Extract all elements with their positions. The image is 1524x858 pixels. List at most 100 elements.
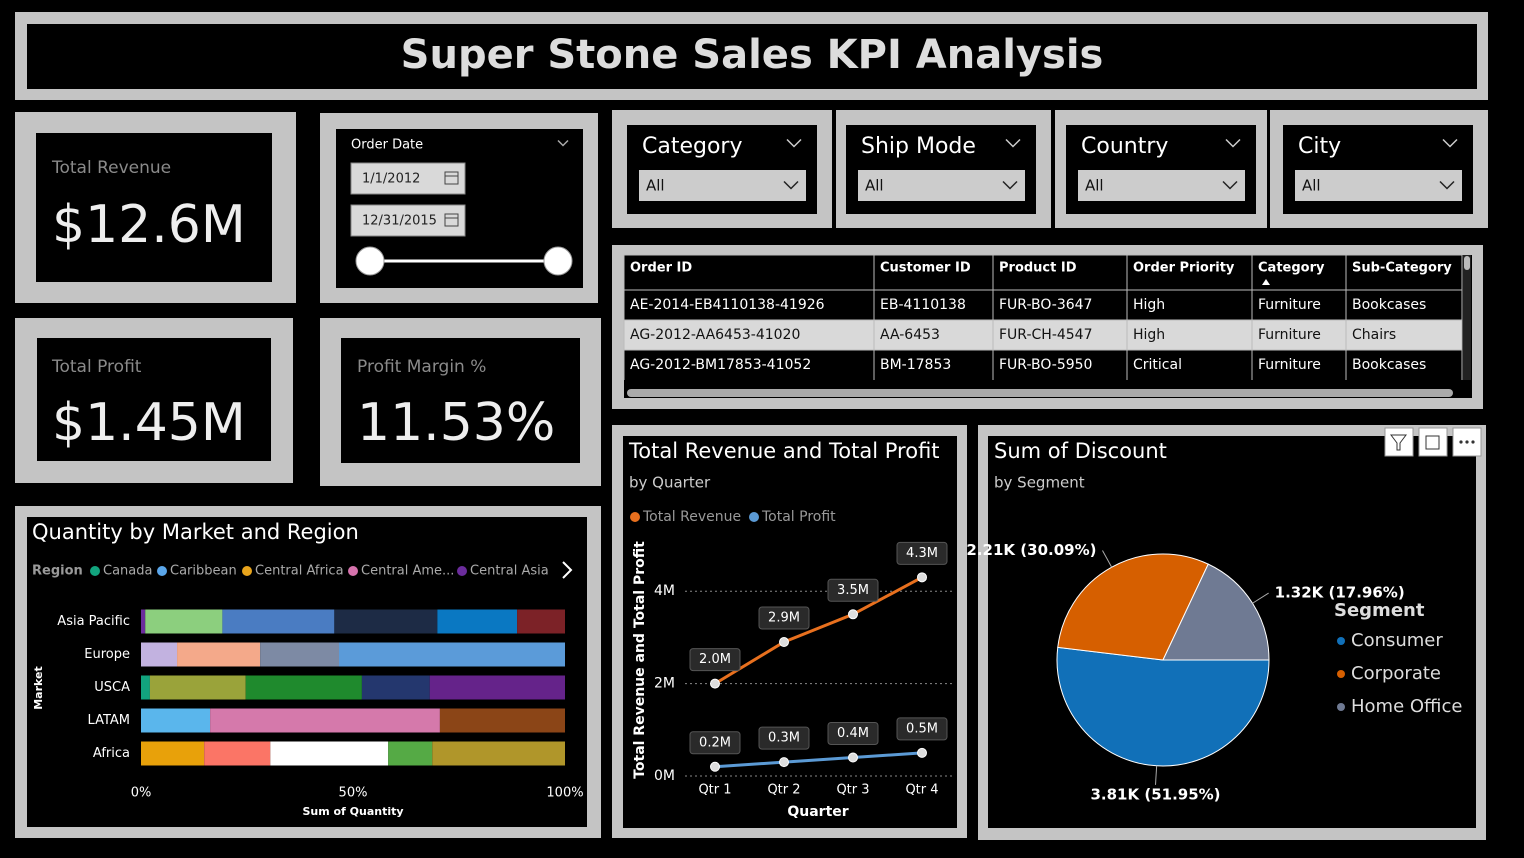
data-label-box <box>689 648 741 672</box>
date-input[interactable] <box>350 204 466 237</box>
panel <box>1051 110 1055 228</box>
table-cell: AG-2012-BM17853-41052 <box>630 357 811 373</box>
bar-segment <box>145 609 223 634</box>
chart-title: Sum of Discount <box>994 439 1167 463</box>
slider-handle[interactable] <box>355 246 385 276</box>
legend-label: Central Africa <box>255 564 344 579</box>
data-label: 2.9M <box>768 611 800 626</box>
legend-marker <box>630 512 640 522</box>
slicer-label: City <box>1298 134 1341 159</box>
table-cell: FUR-CH-4547 <box>999 327 1093 343</box>
table-cell: Bookcases <box>1352 357 1426 373</box>
legend-title: Segment <box>1334 600 1425 621</box>
data-label-box <box>896 541 948 565</box>
pie-slice <box>1162 563 1270 661</box>
scrollbar-thumb[interactable] <box>627 389 1453 397</box>
focus-icon <box>1425 435 1440 450</box>
chevron-icon <box>1225 138 1241 148</box>
legend-marker <box>1337 670 1345 678</box>
bar-segment <box>222 609 335 634</box>
legend-title: Region <box>32 564 83 579</box>
bar-segment <box>210 708 440 733</box>
chevron-icon <box>1005 138 1021 148</box>
table-cell: Furniture <box>1258 297 1321 313</box>
dropdown[interactable] <box>1295 170 1462 201</box>
legend-label: Central Ame... <box>361 564 454 579</box>
kpi-value: $12.6M <box>52 195 246 255</box>
bar-segment <box>141 642 178 667</box>
data-point <box>710 678 720 689</box>
kpi-value: $1.45M <box>52 393 246 453</box>
chart-title: Total Revenue and Total Profit <box>628 439 940 463</box>
slicer-label: Country <box>1081 134 1168 159</box>
bar-segment <box>260 642 340 667</box>
x-tick-label: Qtr 4 <box>905 783 938 798</box>
slider-handle[interactable] <box>543 246 573 276</box>
series-line <box>714 751 923 769</box>
bar-segment <box>177 642 261 667</box>
bar-segment <box>334 609 438 634</box>
bar-segment <box>149 675 246 700</box>
data-label: 0.5M <box>906 721 938 736</box>
scrollbar-thumb[interactable] <box>1464 256 1470 270</box>
more-icon <box>1465 440 1469 444</box>
x-tick-label: Qtr 1 <box>698 783 731 798</box>
data-point <box>779 757 789 768</box>
visual-header-button[interactable] <box>1418 427 1448 457</box>
dropdown[interactable] <box>858 170 1025 201</box>
table-cell: High <box>1133 327 1165 343</box>
calendar-icon <box>444 171 459 185</box>
x-axis-label: Sum of Quantity <box>302 805 403 818</box>
dropdown[interactable] <box>1078 170 1245 201</box>
data-label: 0.2M <box>699 735 731 750</box>
panel <box>36 133 272 282</box>
data-point <box>848 609 858 620</box>
data-label: 0.3M <box>768 731 800 746</box>
sort-icon <box>1262 279 1270 285</box>
date-input[interactable] <box>350 162 466 195</box>
table-cell: FUR-BO-3647 <box>999 297 1092 313</box>
dropdown[interactable] <box>639 170 806 201</box>
table-cell: EB-4110138 <box>880 297 966 313</box>
table-cell: FUR-BO-5950 <box>999 357 1092 373</box>
table-cell: Bookcases <box>1352 297 1426 313</box>
visual-header-button[interactable] <box>1384 427 1414 457</box>
panel <box>341 338 580 463</box>
calendar-icon <box>444 213 459 227</box>
kpi-label: Total Profit <box>51 357 142 377</box>
filter-icon <box>1390 434 1407 451</box>
data-label-box <box>827 722 879 746</box>
data-point <box>710 761 720 772</box>
dropdown-value: All <box>865 177 884 195</box>
legend-marker <box>242 566 252 576</box>
bar-segment <box>141 675 150 700</box>
kpi-value: 11.53% <box>357 393 555 453</box>
column-header: Category <box>1258 261 1325 276</box>
x-tick-label: Qtr 2 <box>767 783 800 798</box>
x-tick-label: 0% <box>131 786 152 801</box>
chevron-icon <box>786 138 802 148</box>
kpi-label: Total Revenue <box>51 158 171 178</box>
table-cell: Chairs <box>1352 327 1396 343</box>
legend-label: Consumer <box>1351 630 1443 651</box>
slicer-label: Order Date <box>351 138 423 153</box>
chevron-icon <box>783 180 799 190</box>
bar-segment <box>204 741 271 766</box>
pie-slice <box>1056 646 1270 767</box>
dropdown-value: All <box>646 177 665 195</box>
bar-segment <box>388 741 433 766</box>
bar-segment <box>245 675 362 700</box>
legend-label: Home Office <box>1351 696 1462 717</box>
scrollbar <box>1463 255 1471 380</box>
bar-segment <box>270 741 389 766</box>
series-line <box>714 576 923 685</box>
leader-line <box>1252 592 1269 604</box>
data-label: 2.21K (30.09%) <box>966 541 1096 559</box>
data-label-box <box>758 606 810 630</box>
y-axis-label: Market <box>32 666 45 710</box>
panel <box>27 517 587 827</box>
data-label-box <box>689 731 741 755</box>
legend-next[interactable] <box>562 561 573 579</box>
bar-segment <box>437 609 518 634</box>
